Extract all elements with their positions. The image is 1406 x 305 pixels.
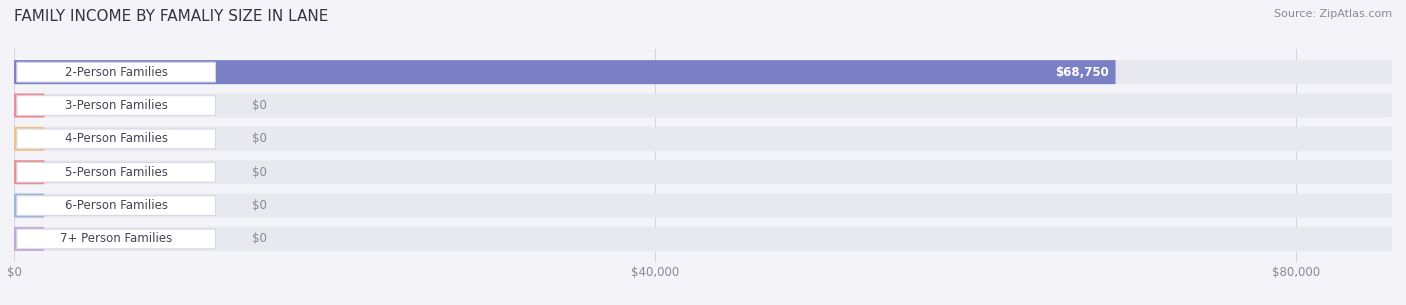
FancyBboxPatch shape [17,96,215,115]
Text: 4-Person Families: 4-Person Families [65,132,167,145]
FancyBboxPatch shape [14,160,45,184]
FancyBboxPatch shape [14,227,1392,251]
Text: 6-Person Families: 6-Person Families [65,199,167,212]
Text: $0: $0 [253,99,267,112]
FancyBboxPatch shape [14,194,1392,217]
Text: Source: ZipAtlas.com: Source: ZipAtlas.com [1274,9,1392,19]
Text: 3-Person Families: 3-Person Families [65,99,167,112]
Text: $0: $0 [253,199,267,212]
FancyBboxPatch shape [14,94,1392,117]
FancyBboxPatch shape [14,94,45,117]
FancyBboxPatch shape [17,129,215,149]
FancyBboxPatch shape [14,160,1392,184]
FancyBboxPatch shape [17,62,215,82]
FancyBboxPatch shape [14,60,1392,84]
FancyBboxPatch shape [14,60,1115,84]
Text: 5-Person Families: 5-Person Families [65,166,167,179]
FancyBboxPatch shape [17,229,215,249]
Text: $0: $0 [253,232,267,246]
FancyBboxPatch shape [17,162,215,182]
FancyBboxPatch shape [14,127,1392,151]
Text: $68,750: $68,750 [1054,66,1109,79]
Text: 2-Person Families: 2-Person Families [65,66,167,79]
Text: FAMILY INCOME BY FAMALIY SIZE IN LANE: FAMILY INCOME BY FAMALIY SIZE IN LANE [14,9,329,24]
FancyBboxPatch shape [14,227,45,251]
Text: $0: $0 [253,132,267,145]
Text: $0: $0 [253,166,267,179]
FancyBboxPatch shape [14,127,45,151]
Text: 7+ Person Families: 7+ Person Families [60,232,173,246]
FancyBboxPatch shape [14,194,45,217]
FancyBboxPatch shape [17,196,215,215]
